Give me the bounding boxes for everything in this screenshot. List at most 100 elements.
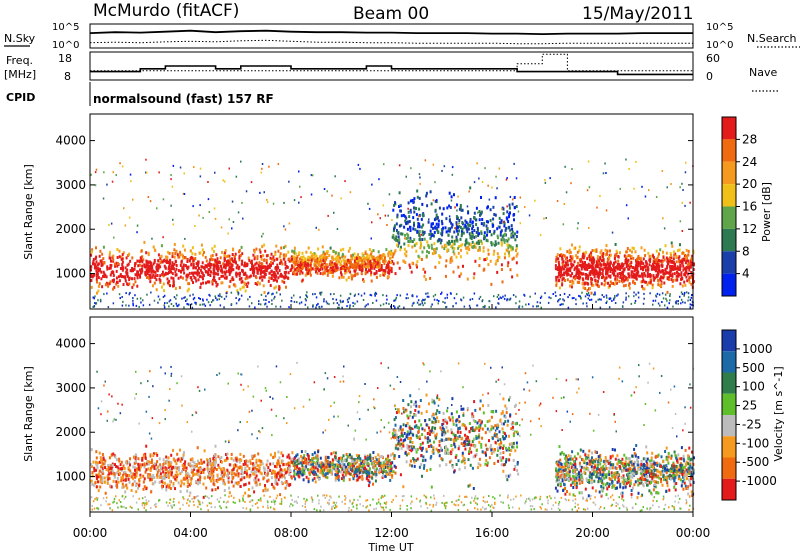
echo-cell: [263, 271, 266, 274]
echo-cell: [427, 244, 430, 248]
speckle-cell: [207, 181, 209, 183]
echo-cell: [199, 478, 201, 482]
speckle-cell: [222, 179, 224, 182]
echo-cell: [91, 262, 94, 266]
echo-cell: [90, 463, 93, 467]
speckle-cell: [129, 173, 132, 176]
ground-scatter-cell: [413, 301, 415, 304]
echo-cell: [181, 268, 184, 272]
echo-cell: [686, 279, 689, 283]
echo-cell: [183, 465, 186, 469]
echo-cell: [648, 263, 651, 267]
echo-cell: [179, 448, 181, 452]
echo-cell: [669, 258, 672, 261]
echo-cell: [434, 208, 437, 212]
echo-cell: [597, 274, 600, 278]
echo-cell: [198, 271, 201, 275]
echo-cell: [382, 268, 385, 272]
echo-cell: [365, 265, 367, 269]
echo-cell: [431, 246, 433, 250]
echo-cell: [177, 269, 180, 273]
echo-cell: [341, 467, 343, 471]
echo-cell: [149, 461, 152, 465]
colorbar-segment: [722, 139, 736, 162]
echo-cell: [95, 460, 97, 464]
ground-scatter-cell: [385, 302, 388, 305]
echo-cell: [255, 480, 257, 484]
echo-cell: [220, 477, 223, 481]
echo-cell: [451, 246, 454, 250]
echo-cell: [169, 487, 172, 490]
echo-cell: [421, 238, 424, 241]
echo-cell: [667, 259, 670, 263]
ground-scatter-cell: [175, 302, 177, 305]
echo-cell: [594, 265, 597, 269]
echo-cell: [326, 263, 329, 267]
echo-cell: [211, 254, 214, 257]
echo-cell: [601, 272, 604, 276]
ground-scatter-cell: [599, 306, 602, 309]
echo-cell: [287, 276, 289, 280]
echo-cell: [364, 270, 367, 274]
echo-cell: [473, 229, 476, 232]
echo-cell: [92, 483, 95, 487]
echo-cell: [107, 464, 110, 467]
echo-cell: [285, 270, 288, 274]
echo-cell: [225, 453, 227, 456]
ground-scatter-cell: [125, 304, 127, 307]
echo-cell: [568, 248, 571, 252]
echo-cell: [144, 272, 147, 276]
speckle-cell: [505, 178, 508, 181]
echo-cell: [668, 256, 671, 260]
echo-cell: [440, 219, 443, 223]
echo-cell: [150, 478, 153, 482]
ground-scatter-cell: [666, 299, 668, 302]
echo-cell: [97, 276, 100, 280]
echo-cell: [392, 262, 395, 266]
echo-cell: [416, 260, 419, 264]
ground-scatter-cell: [509, 297, 512, 300]
ground-scatter-cell: [187, 303, 189, 306]
speckle-cell: [588, 226, 590, 229]
echo-cell: [178, 468, 180, 472]
speckle-cell: [151, 237, 153, 240]
speckle-cell: [681, 182, 683, 185]
ground-scatter-cell: [497, 302, 499, 305]
speckle-cell: [524, 206, 526, 208]
echo-cell: [448, 241, 451, 245]
echo-cell: [292, 255, 295, 259]
echo-cell: [448, 204, 451, 208]
speckle-cell: [199, 167, 202, 170]
ground-scatter-cell: [635, 293, 637, 296]
echo-cell: [418, 196, 421, 200]
ground-scatter-cell: [625, 298, 627, 301]
echo-cell: [205, 281, 207, 285]
echo-cell: [607, 285, 610, 289]
ground-scatter-cell: [97, 299, 99, 302]
cpid-text: normalsound (fast) 157 RF: [93, 92, 274, 106]
echo-cell: [368, 254, 371, 258]
echo-cell: [650, 267, 653, 271]
ground-scatter-cell: [687, 299, 689, 302]
ground-scatter-cell: [354, 293, 356, 296]
echo-cell: [514, 232, 516, 236]
echo-cell: [231, 475, 234, 479]
echo-cell: [500, 241, 503, 245]
speckle-cell: [384, 214, 387, 217]
echo-cell: [632, 266, 635, 270]
echo-cell: [293, 261, 296, 265]
ground-scatter-cell: [416, 295, 418, 298]
echo-cell: [257, 469, 260, 473]
echo-cell: [494, 240, 497, 244]
echo-cell: [459, 226, 462, 229]
echo-cell: [628, 283, 630, 287]
echo-cell: [231, 253, 234, 256]
echo-cell: [235, 458, 238, 462]
echo-cell: [218, 466, 221, 470]
echo-cell: [630, 273, 633, 277]
echo-cell: [687, 253, 690, 257]
echo-cell: [607, 265, 610, 269]
echo-cell: [210, 257, 213, 261]
ground-scatter-cell: [206, 298, 208, 301]
echo-cell: [409, 229, 412, 232]
